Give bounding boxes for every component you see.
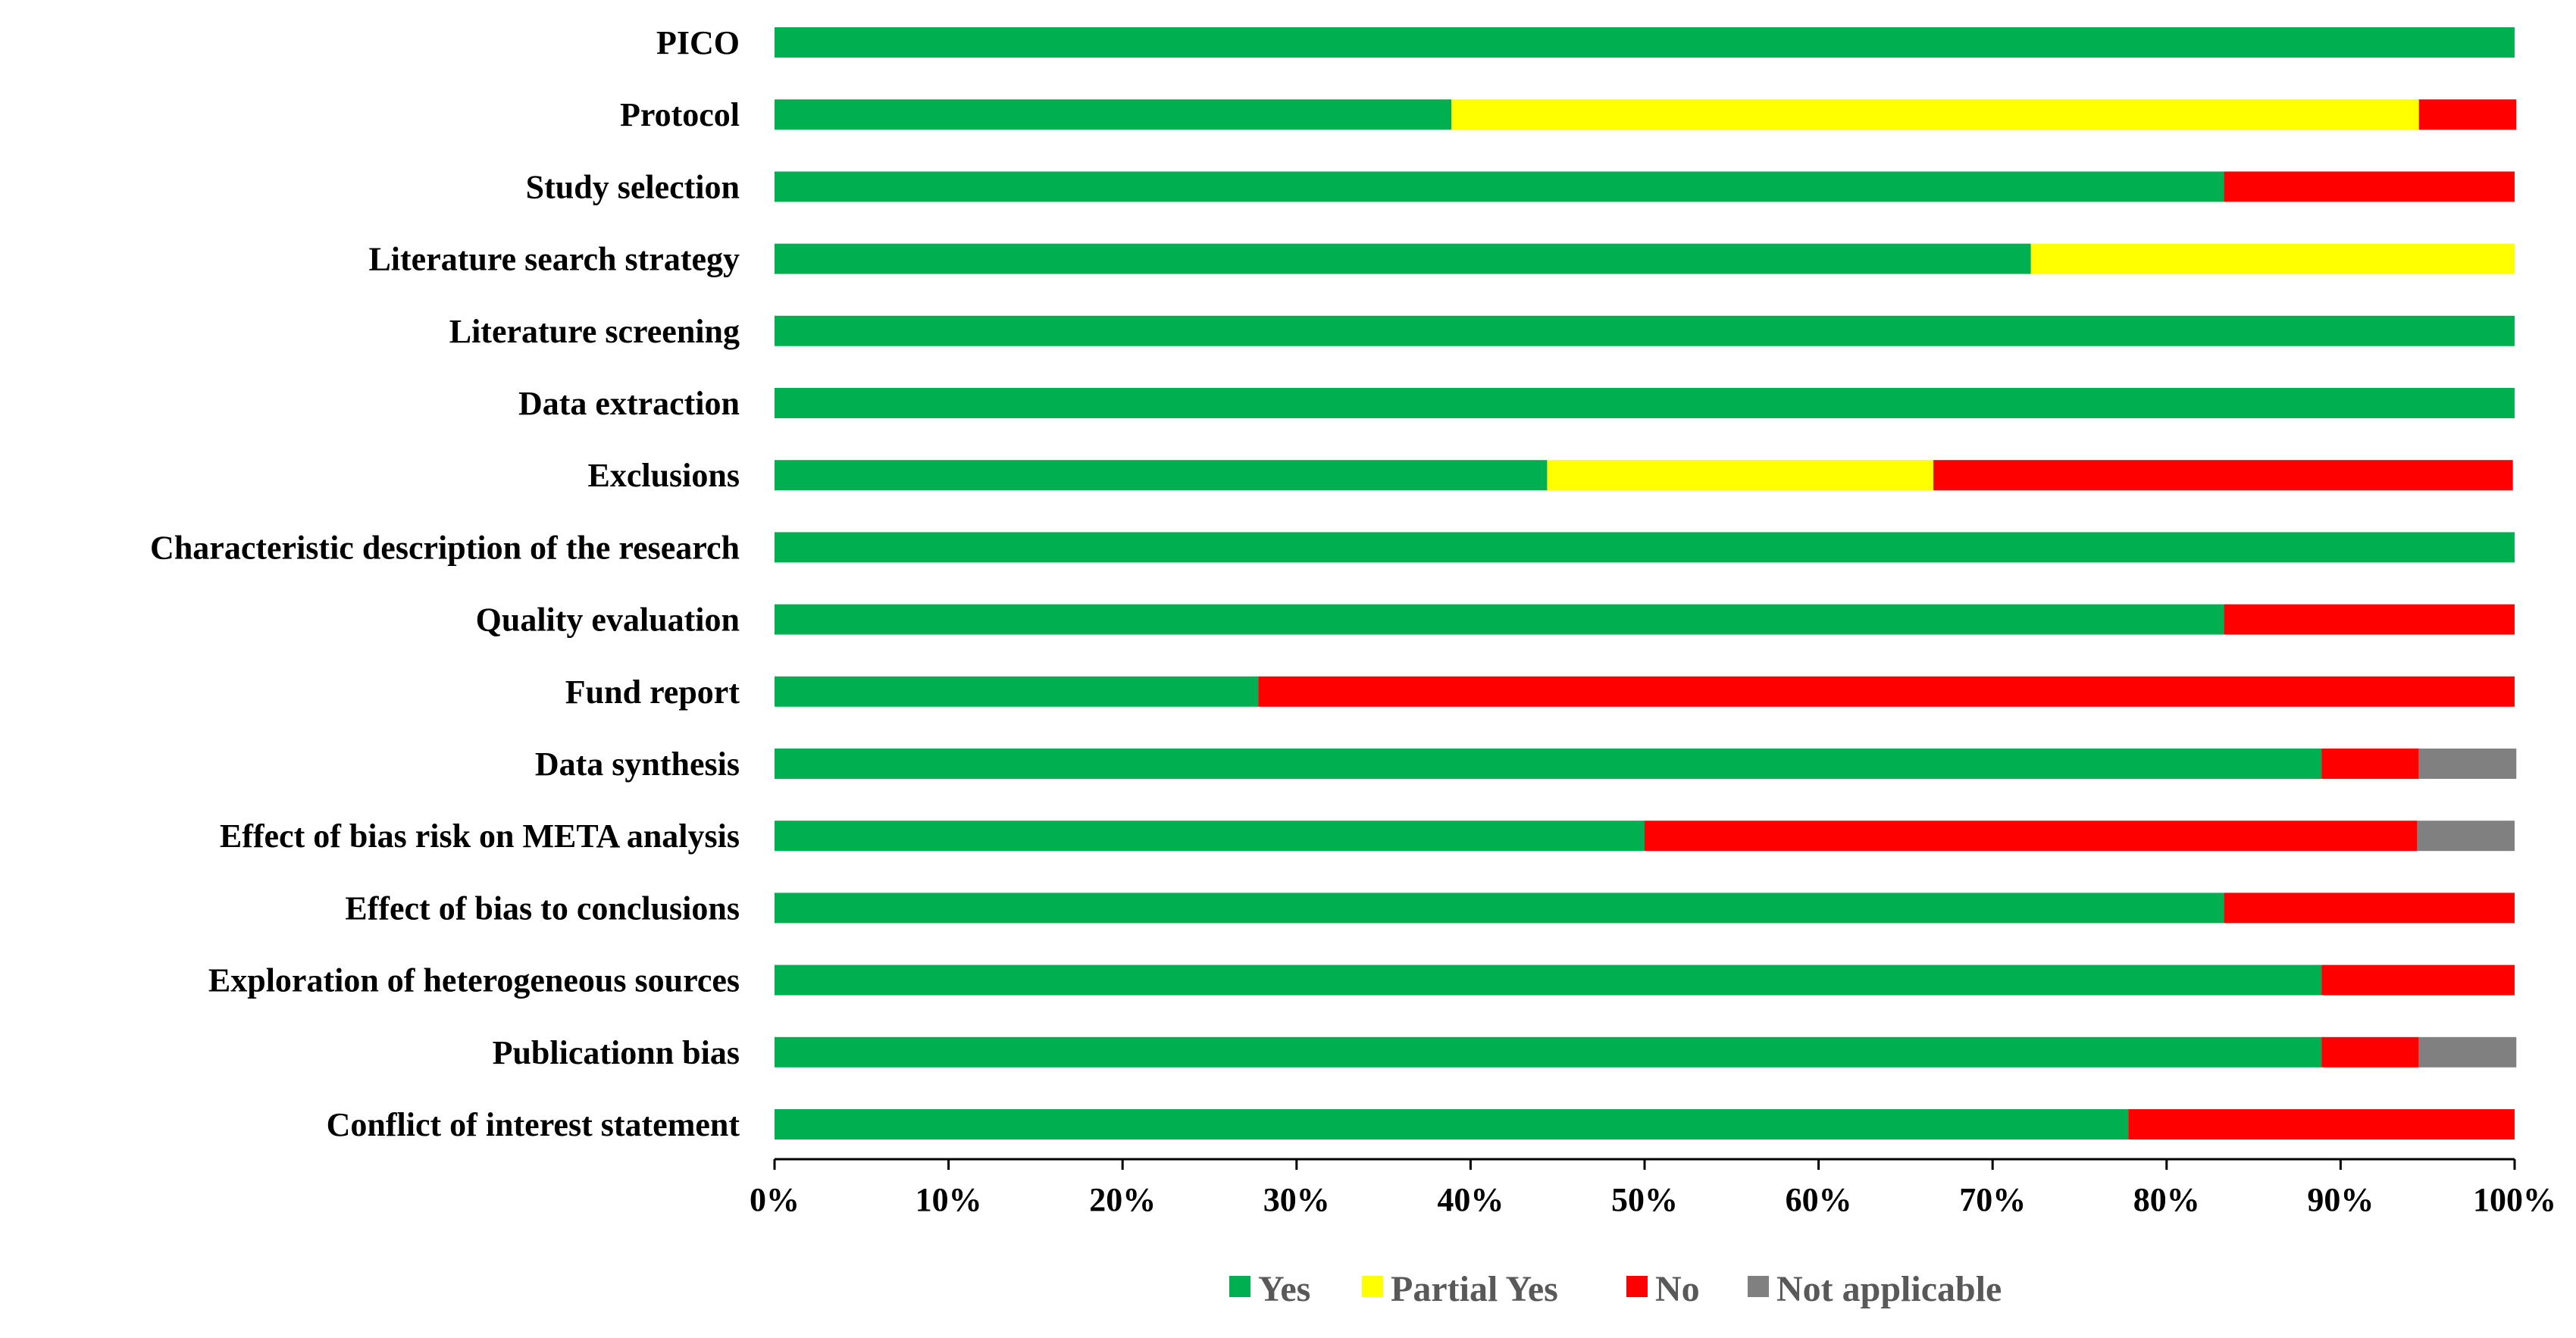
x-tick-label: 60% [1786,1181,1852,1218]
bar-segment [2321,749,2419,779]
legend-label: No [1655,1269,1700,1309]
category-label: Effect of bias to conclusions [345,889,740,927]
bar-segment [2321,1036,2419,1068]
category-labels: PICO Protocol Study selection Literature se… [150,24,740,1143]
bar-segment [2224,604,2515,635]
bar-segment [775,532,2515,563]
bar-segment [1547,460,1934,491]
bar-segment [1451,99,2419,130]
bar-segment [775,1036,2322,1068]
bar-segment [775,604,2224,635]
category-label: Fund report [565,674,740,711]
legend-label: Yes [1258,1269,1310,1309]
bar-segment [775,99,1452,130]
bar-segment [2224,893,2515,924]
bar-segment [775,171,2224,202]
x-tick-label: 100% [2473,1181,2556,1218]
x-tick-label: 30% [1263,1181,1330,1218]
legend: Yes Partial Yes No Not applicable [1229,1269,2002,1309]
x-tick-label: 90% [2307,1181,2374,1218]
legend-swatch [1626,1276,1648,1297]
x-tick-label: 80% [2133,1181,2200,1218]
bar-segment [775,388,2515,418]
category-label: PICO [656,24,740,61]
bar-segment [775,749,2322,779]
bar-segment [775,27,2515,58]
legend-label: Not applicable [1776,1269,2002,1309]
category-label: Quality evaluation [476,602,740,639]
category-label: Conflict of interest statement [327,1106,740,1143]
bar-segment [775,964,2322,996]
bar-segment [2128,1109,2515,1139]
legend-swatch [1229,1276,1250,1297]
bar-segment [775,821,1645,852]
bars-group [775,27,2517,1139]
x-tick-label: 40% [1437,1181,1504,1218]
category-label: Literature screening [449,313,740,350]
bar-segment [1933,460,2513,491]
category-label: Data extraction [518,385,740,422]
legend-swatch [1362,1276,1383,1297]
legend-label: Partial Yes [1391,1269,1558,1309]
legend-swatch [1748,1276,1769,1297]
category-label: Data synthesis [535,746,740,783]
x-tick-label: 70% [1959,1181,2026,1218]
bar-segment [2417,821,2515,852]
bar-segment [1258,676,2515,707]
bar-segment [775,676,1259,707]
category-label: Characteristic description of the resear… [150,529,740,566]
bar-segment [775,460,1548,491]
bar-segment [2030,243,2515,274]
category-label: Exploration of heterogeneous sources [208,962,740,999]
bar-segment [2418,99,2517,130]
category-label: Study selection [526,168,740,205]
x-tick-label: 0% [750,1181,800,1218]
x-tick-label: 50% [1611,1181,1678,1218]
category-label: Exclusions [587,457,740,494]
bar-segment [775,893,2224,924]
x-axis: 0% 10% 20% 30% 40% 50% 60% 70% 80% 90% 100% [750,1158,2556,1218]
category-label: Effect of bias risk on META analysis [220,817,740,855]
bar-segment [2321,964,2515,996]
x-tick-label: 20% [1089,1181,1156,1218]
bar-segment [775,315,2515,346]
bar-segment [775,1109,2129,1139]
category-label: Literature search strategy [368,241,740,278]
bar-segment [775,243,2031,274]
x-tick-label: 10% [916,1181,982,1218]
bar-segment [1645,821,2418,852]
category-label: Publicationn bias [493,1034,740,1071]
bar-segment [2418,749,2517,779]
category-label: Protocol [620,96,740,133]
bar-segment [2418,1036,2517,1068]
bar-segment [2224,171,2515,202]
